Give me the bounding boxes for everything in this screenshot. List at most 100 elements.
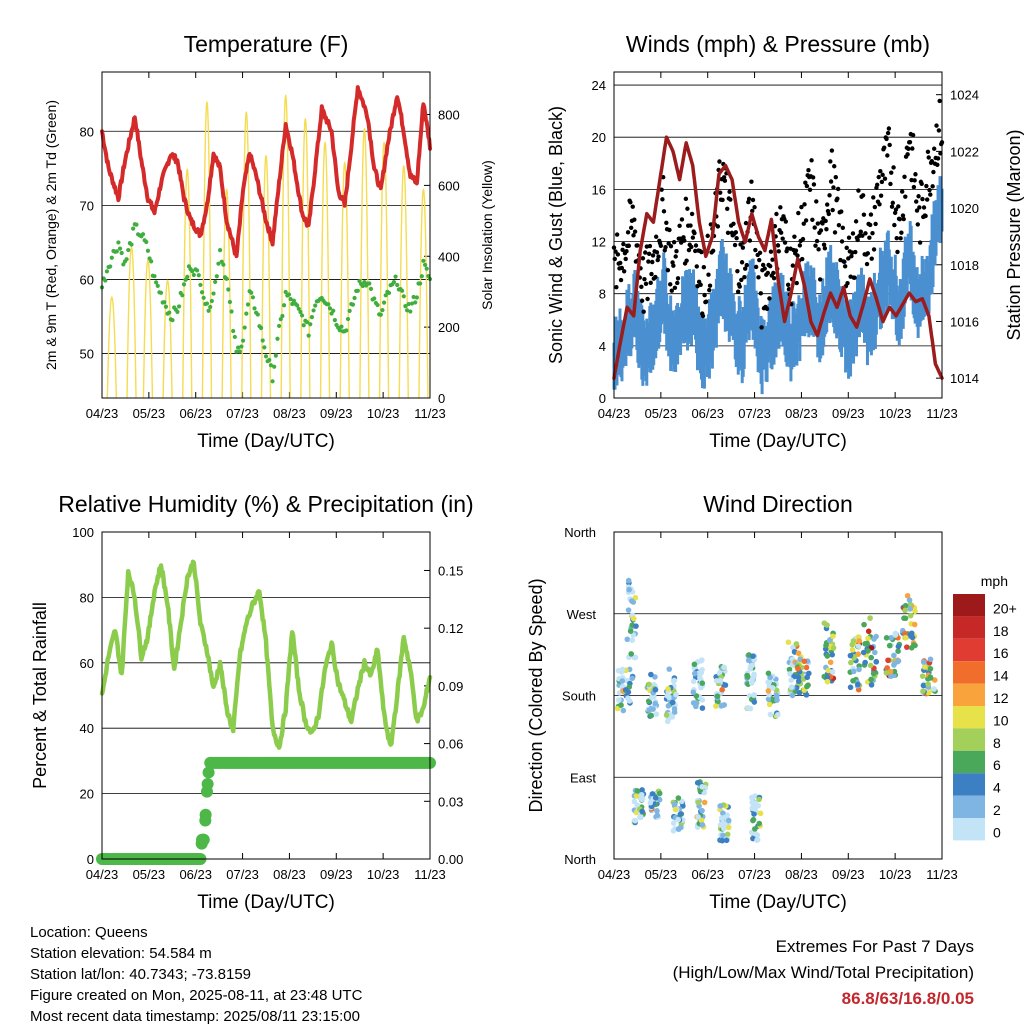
gust-point (853, 249, 858, 255)
gust-point (631, 233, 636, 238)
dewpoint-point (213, 279, 218, 285)
dewpoint-point (299, 313, 305, 318)
y-tick-label: South (562, 689, 596, 704)
panel-wind-direction: Wind Direction 04/23 05/23 06/23 07/23 08/23 0… (526, 491, 1017, 913)
dewpoint-point (288, 297, 293, 302)
gust-point (759, 325, 764, 330)
gust-point (671, 239, 677, 245)
gust-point (812, 225, 817, 230)
direction-point (649, 791, 656, 797)
gust-point (901, 216, 906, 222)
direction-point (719, 686, 725, 693)
precip-series (96, 756, 436, 865)
panel-temperature: Temperature (F) 04/23 05/23 06/23 07/23 08/23… (43, 31, 495, 452)
gust-point (641, 309, 646, 314)
dewpoint-point (162, 300, 167, 305)
direction-point (850, 668, 857, 675)
dewpoint-point (134, 222, 139, 227)
dewpoint-point (362, 280, 367, 285)
gust-point (797, 243, 803, 248)
gust-point (750, 208, 755, 214)
gust-point (864, 261, 870, 267)
direction-point (757, 810, 764, 817)
direction-point (720, 832, 726, 839)
dewpoint-point (347, 308, 352, 313)
gust-point (895, 249, 900, 255)
dewpoint-point (283, 289, 288, 295)
plot-frame (101, 71, 431, 399)
x-tick-label: 09/23 (832, 406, 865, 421)
y-axis-label: 2m & 9m T (Red, Orange) & 2m Td (Green) (43, 100, 59, 370)
y2-tick-label: 1016 (950, 314, 979, 329)
direction-point (670, 820, 677, 826)
gust-point (894, 235, 899, 241)
gust-point (889, 170, 894, 175)
legend-label: 4 (993, 780, 1001, 796)
dewpoint-point (419, 274, 424, 279)
gust-point (920, 196, 925, 202)
gust-point (906, 146, 911, 152)
direction-point (671, 677, 678, 684)
precip-point (201, 777, 214, 790)
gust-point (868, 212, 874, 217)
gust-point (646, 251, 652, 257)
direction-point (892, 632, 899, 638)
gust-point (668, 282, 673, 287)
legend-label: 8 (993, 735, 1001, 751)
y-axis-label: Sonic Wind & Gust (Blue, Black) (546, 106, 566, 364)
dewpoint-point (163, 304, 169, 309)
y-tick-label: 20 (80, 787, 94, 802)
direction-point (909, 634, 916, 641)
direction-point (803, 664, 810, 671)
dewpoint-point (422, 262, 428, 268)
gust-point (753, 264, 759, 270)
dewpoint-point (409, 301, 415, 306)
gust-point (635, 243, 640, 248)
dewpoint-point (199, 290, 205, 295)
gust-point (923, 213, 928, 219)
y2-tick-label: 1022 (950, 144, 979, 159)
y2-tick-label: 1014 (950, 371, 979, 386)
gust-point (833, 175, 838, 180)
direction-point (790, 644, 796, 651)
gust-point (756, 275, 761, 280)
gust-point (731, 221, 736, 226)
x-tick-label: 07/23 (226, 867, 259, 882)
legend-label: 10 (993, 712, 1009, 728)
gust-point (658, 243, 664, 249)
gust-point (764, 306, 770, 312)
direction-point (904, 644, 910, 650)
gust-point (835, 196, 840, 201)
x-tick-label: 09/23 (320, 406, 353, 421)
gust-point (899, 230, 904, 235)
direction-point (699, 697, 706, 703)
direction-point (656, 790, 663, 797)
gust-point (656, 254, 661, 259)
direction-point (767, 711, 774, 718)
gust-point (674, 249, 679, 254)
gust-point (703, 299, 709, 304)
dewpoint-point (263, 354, 269, 359)
dewpoint-point (404, 308, 410, 313)
direction-point (724, 831, 731, 838)
gust-point (870, 230, 875, 236)
direction-point (884, 665, 891, 671)
direction-point (749, 676, 756, 683)
dewpoint-point (126, 247, 131, 253)
gust-point (619, 265, 625, 271)
dewpoint-point (413, 300, 418, 305)
y2-tick-label: 0.03 (438, 794, 463, 809)
gust-point (828, 179, 834, 184)
gust-point (860, 193, 866, 198)
direction-point (765, 696, 772, 702)
direction-point (751, 811, 757, 817)
extremes-box: Extremes For Past 7 Days (High/Low/Max W… (673, 934, 974, 1012)
y-tick-label: 40 (80, 721, 94, 736)
solar-pulse (398, 165, 409, 398)
dewpoint-point (367, 281, 372, 286)
dewpoint-point (229, 309, 234, 314)
gust-point (653, 234, 659, 239)
direction-point (652, 686, 659, 693)
gust-point (737, 284, 742, 289)
direction-point (690, 689, 697, 696)
